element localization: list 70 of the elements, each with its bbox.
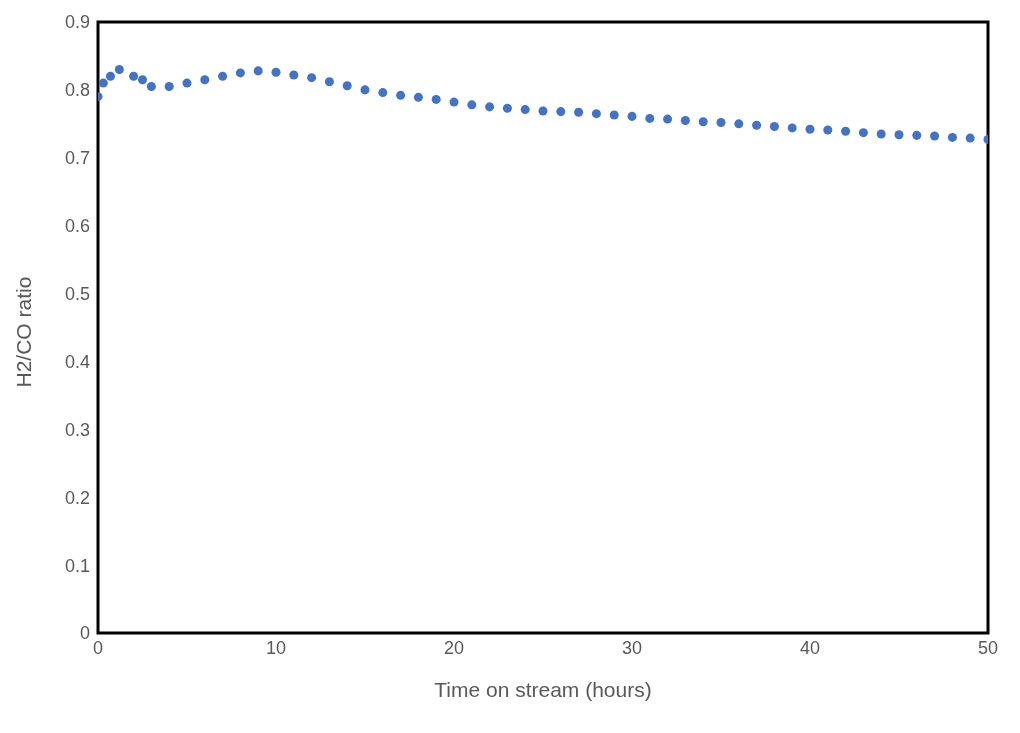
x-tick-label: 0: [92, 637, 104, 658]
y-tick-label: 0.1: [64, 555, 90, 576]
point: [449, 97, 459, 107]
point: [663, 114, 673, 124]
point: [413, 92, 423, 102]
point: [182, 78, 192, 88]
y-tick-label: 0.7: [64, 148, 90, 169]
x-tick-label: 40: [799, 637, 821, 658]
point: [378, 88, 388, 98]
point: [574, 107, 584, 117]
point: [324, 77, 334, 87]
point: [965, 133, 975, 143]
point: [289, 70, 299, 80]
point: [841, 126, 851, 136]
point: [105, 71, 115, 81]
point: [591, 109, 601, 119]
point: [360, 85, 370, 95]
point: [218, 71, 228, 81]
point: [716, 117, 726, 127]
point: [98, 78, 108, 88]
point: [200, 75, 210, 85]
point: [467, 100, 477, 110]
y-tick-label: 0.3: [64, 419, 90, 440]
point: [520, 105, 530, 115]
point: [752, 120, 762, 130]
y-tick-label: 0.5: [64, 283, 90, 304]
point: [431, 94, 441, 104]
point: [538, 106, 548, 116]
point: [645, 113, 655, 123]
point: [805, 124, 815, 134]
point: [698, 117, 708, 127]
x-tick-label: 50: [977, 637, 999, 658]
point: [787, 123, 797, 133]
y-tick-label: 0.9: [64, 12, 90, 33]
y-axis-title: H2/CO ratio: [12, 276, 36, 388]
y-tick-label: 0: [79, 623, 90, 644]
point: [912, 130, 922, 140]
point: [396, 90, 406, 100]
point: [307, 73, 317, 83]
point: [680, 115, 690, 125]
y-tick-label: 0.4: [64, 351, 90, 372]
point: [823, 125, 833, 135]
point: [947, 132, 957, 142]
point: [609, 110, 619, 120]
x-tick-label: 20: [443, 637, 465, 658]
point: [146, 81, 156, 91]
point: [114, 65, 124, 75]
point: [858, 128, 868, 138]
point: [930, 131, 940, 141]
y-tick-label: 0.6: [64, 216, 90, 237]
y-tick-label: 0.2: [64, 487, 90, 508]
point: [876, 129, 886, 139]
point: [502, 103, 512, 113]
point: [164, 81, 174, 91]
point: [235, 68, 245, 78]
point: [734, 119, 744, 129]
point: [485, 102, 495, 112]
point: [894, 130, 904, 140]
x-tick-label: 10: [265, 637, 287, 658]
point: [769, 122, 779, 132]
point: [342, 81, 352, 91]
x-axis-title: Time on stream (hours): [434, 678, 652, 701]
point: [137, 75, 148, 85]
x-tick-label: 30: [621, 637, 643, 658]
point: [271, 67, 281, 77]
point: [129, 71, 139, 81]
point: [556, 107, 566, 117]
point: [253, 66, 263, 76]
point: [627, 111, 637, 121]
y-tick-label: 0.8: [64, 80, 90, 101]
